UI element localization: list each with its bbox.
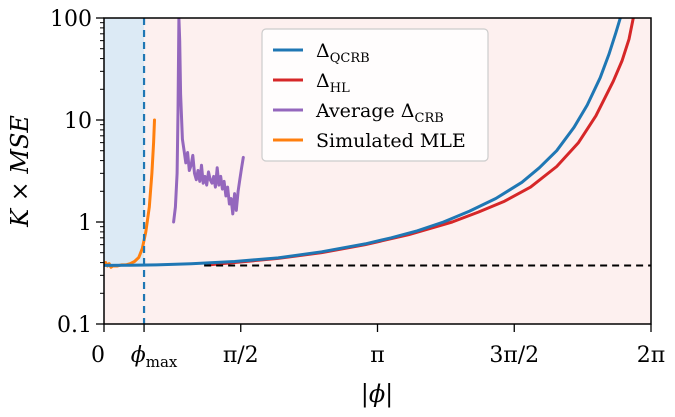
blue-region — [104, 18, 145, 266]
y-tick-label: 0.1 — [57, 313, 92, 338]
legend-label: Average ΔCRB — [315, 100, 444, 126]
x-tick-text: 2π — [637, 343, 665, 368]
legend-label: Simulated MLE — [316, 130, 466, 152]
x-tick-text: ϕ — [131, 343, 146, 368]
y-tick-label: 100 — [50, 7, 92, 32]
x-tick-label: 3π/2 — [489, 343, 539, 368]
y-tick-label: 1 — [78, 211, 92, 236]
legend: ΔQCRB ΔHL Average ΔCRB Simulated MLE — [261, 28, 489, 162]
legend-label: ΔQCRB — [316, 40, 370, 66]
series-line-2 — [172, 18, 245, 224]
x-axis-label: |ϕ| — [361, 380, 394, 409]
x-tick-label: 0 — [91, 343, 105, 368]
x-tick-text: 3π/2 — [489, 343, 539, 368]
x-tick-label: π — [370, 343, 384, 368]
series-line-0 — [104, 18, 622, 267]
x-tick-text: π/2 — [223, 343, 259, 368]
x-tick-label: π/2 — [223, 343, 259, 368]
x-tick-text: 0 — [91, 343, 105, 368]
x-tick-label: 2π — [637, 343, 665, 368]
y-tick-label: 10 — [64, 109, 92, 134]
legend-label: ΔHL — [316, 70, 350, 96]
x-tick-text: π — [370, 343, 384, 368]
y-axis-label: K × MSE — [6, 115, 34, 228]
x-tick-subscript: max — [146, 353, 178, 371]
x-tick-label: ϕmax — [131, 343, 178, 371]
legend-box — [261, 28, 489, 162]
